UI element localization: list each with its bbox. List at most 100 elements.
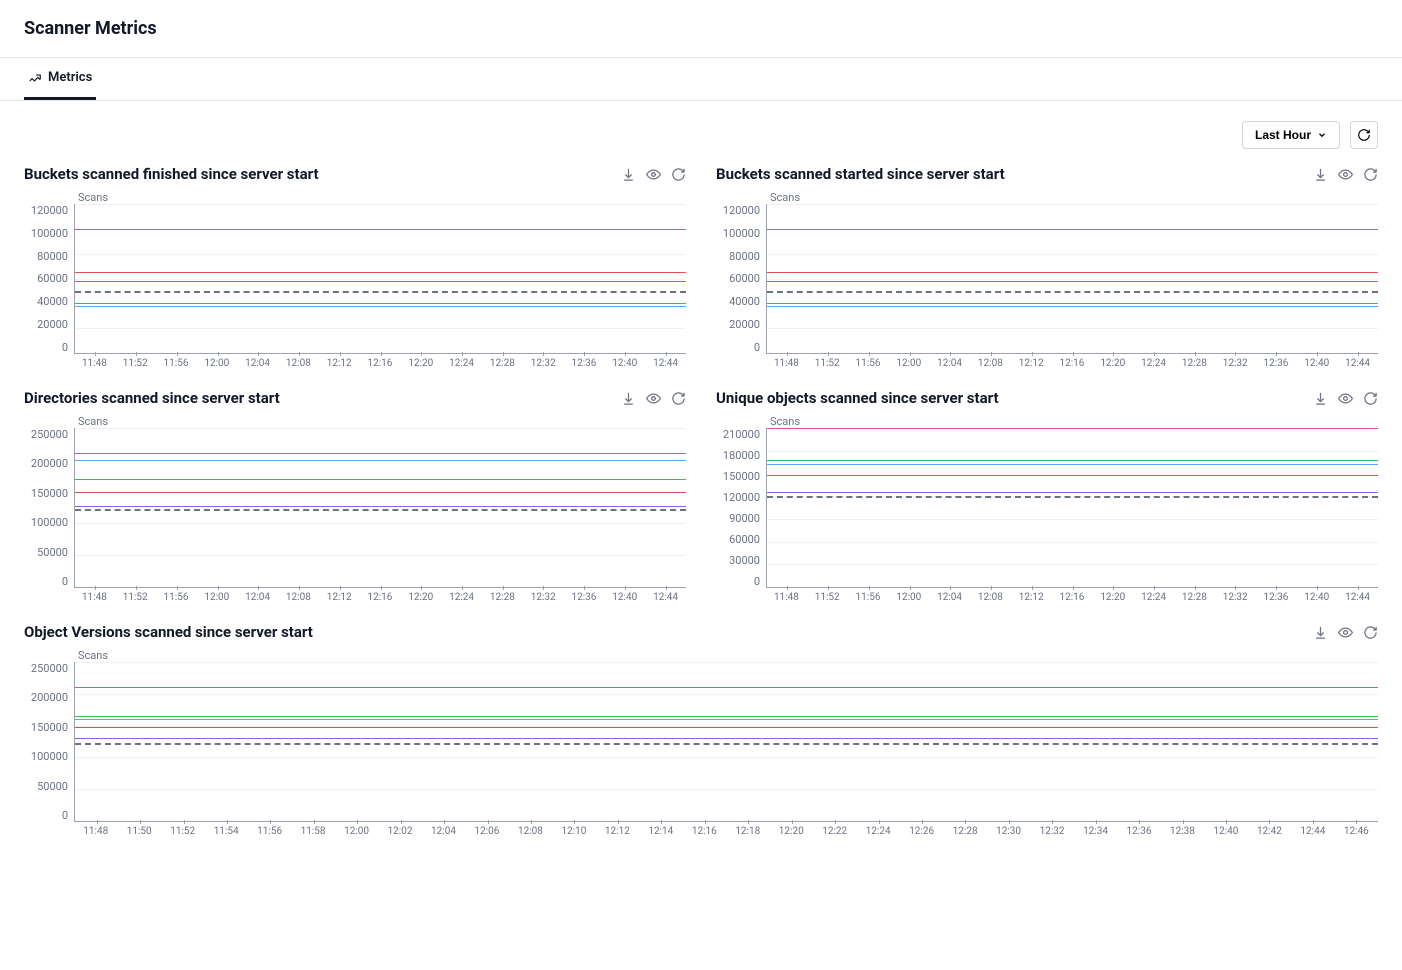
series-line — [767, 272, 1378, 273]
download-icon[interactable] — [621, 167, 636, 182]
x-tick — [618, 820, 619, 824]
x-tick — [1154, 352, 1155, 356]
series-line — [767, 291, 1378, 293]
x-tick — [1235, 586, 1236, 590]
gridline — [767, 204, 1378, 205]
x-tick-label: 12:04 — [929, 592, 970, 603]
x-tick-label: 11:48 — [74, 826, 117, 837]
x-tick-label: 11:56 — [156, 592, 197, 603]
eye-icon[interactable] — [646, 391, 661, 406]
eye-icon[interactable] — [1338, 167, 1353, 182]
download-icon[interactable] — [1313, 391, 1328, 406]
x-axis-labels: 11:4811:5211:5612:0012:0412:0812:1212:16… — [766, 358, 1378, 369]
download-icon[interactable] — [621, 391, 636, 406]
y-tick-label: 120000 — [31, 204, 68, 217]
y-tick-label: 30000 — [729, 554, 760, 567]
x-tick — [922, 820, 923, 824]
panel-actions — [621, 167, 686, 182]
x-tick — [543, 352, 544, 356]
x-tick — [1317, 586, 1318, 590]
refresh-icon[interactable] — [1363, 391, 1378, 406]
x-tick-label: 11:48 — [766, 592, 807, 603]
x-tick-label: 12:12 — [1011, 592, 1052, 603]
time-range-label: Last Hour — [1255, 128, 1311, 142]
panel-actions — [1313, 167, 1378, 182]
tab-metrics[interactable]: Metrics — [24, 58, 96, 100]
y-tick-label: 50000 — [37, 546, 68, 559]
x-tick-label: 12:02 — [378, 826, 421, 837]
y-tick-label: 100000 — [31, 227, 68, 240]
refresh-button[interactable] — [1350, 121, 1378, 149]
y-tick-label: 0 — [754, 575, 760, 588]
x-tick-label: 12:46 — [1335, 826, 1378, 837]
x-tick-label: 11:58 — [291, 826, 334, 837]
x-tick-label: 12:36 — [1117, 826, 1160, 837]
x-tick — [270, 820, 271, 824]
time-range-dropdown[interactable]: Last Hour — [1242, 121, 1340, 149]
gridline — [767, 451, 1378, 452]
x-tick — [910, 352, 911, 356]
x-tick-label: 12:40 — [604, 592, 645, 603]
eye-icon[interactable] — [1338, 625, 1353, 640]
y-axis-title: Scans — [78, 649, 1378, 662]
download-icon[interactable] — [1313, 625, 1328, 640]
x-tick — [340, 352, 341, 356]
download-icon[interactable] — [1313, 167, 1328, 182]
x-tick — [1113, 586, 1114, 590]
x-tick-label: 12:08 — [278, 592, 319, 603]
series-line — [75, 687, 1378, 688]
x-tick-label: 12:40 — [1204, 826, 1247, 837]
panel-header: Directories scanned since server start — [24, 389, 686, 407]
panel-title: Directories scanned since server start — [24, 389, 280, 407]
x-tick-label: 12:24 — [1133, 592, 1174, 603]
y-axis-labels: 120000100000800006000040000200000 — [24, 204, 74, 354]
x-tick-label: 12:18 — [726, 826, 769, 837]
eye-icon[interactable] — [646, 167, 661, 182]
refresh-icon[interactable] — [1363, 167, 1378, 182]
y-axis-labels: 2100001800001500001200009000060000300000 — [716, 428, 766, 588]
charts-grid: Buckets scanned finished since server st… — [0, 159, 1402, 861]
x-tick — [401, 820, 402, 824]
x-tick — [1113, 352, 1114, 356]
x-tick — [218, 586, 219, 590]
x-tick-label: 12:20 — [1092, 358, 1133, 369]
x-tick-label: 12:00 — [196, 592, 237, 603]
x-tick — [136, 586, 137, 590]
x-tick — [381, 352, 382, 356]
chart-panel-buckets-finished: Buckets scanned finished since server st… — [24, 165, 686, 369]
y-tick-label: 100000 — [723, 227, 760, 240]
x-tick — [357, 820, 358, 824]
x-tick-label: 12:40 — [1296, 592, 1337, 603]
x-tick — [1276, 586, 1277, 590]
x-tick — [1358, 352, 1359, 356]
x-tick — [950, 586, 951, 590]
refresh-icon[interactable] — [671, 167, 686, 182]
x-tick-label: 12:16 — [1052, 358, 1093, 369]
x-tick — [787, 352, 788, 356]
panel-title: Object Versions scanned since server sta… — [24, 623, 313, 641]
plot-area — [74, 662, 1378, 822]
gridline — [75, 428, 686, 429]
x-tick-label: 12:32 — [1215, 358, 1256, 369]
x-tick-label: 12:28 — [1174, 358, 1215, 369]
x-axis-labels: 11:4811:5011:5211:5411:5611:5812:0012:02… — [74, 826, 1378, 837]
x-tick — [625, 352, 626, 356]
refresh-icon[interactable] — [1363, 625, 1378, 640]
panel-actions — [621, 391, 686, 406]
tabs-bar: Metrics — [0, 58, 1402, 101]
series-line — [75, 453, 686, 454]
chevron-down-icon — [1317, 130, 1327, 140]
chart-body: 250000200000150000100000500000 — [24, 662, 1378, 822]
x-tick-label: 12:36 — [1256, 592, 1297, 603]
panel-actions — [1313, 625, 1378, 640]
chart-body: 250000200000150000100000500000 — [24, 428, 686, 588]
eye-icon[interactable] — [1338, 391, 1353, 406]
refresh-icon[interactable] — [671, 391, 686, 406]
x-tick-label: 12:24 — [441, 592, 482, 603]
x-tick — [1317, 352, 1318, 356]
x-tick-label: 12:12 — [319, 592, 360, 603]
x-tick-label: 12:32 — [523, 592, 564, 603]
x-tick-label: 12:36 — [1256, 358, 1297, 369]
x-tick-label: 11:52 — [115, 592, 156, 603]
x-tick — [1276, 352, 1277, 356]
